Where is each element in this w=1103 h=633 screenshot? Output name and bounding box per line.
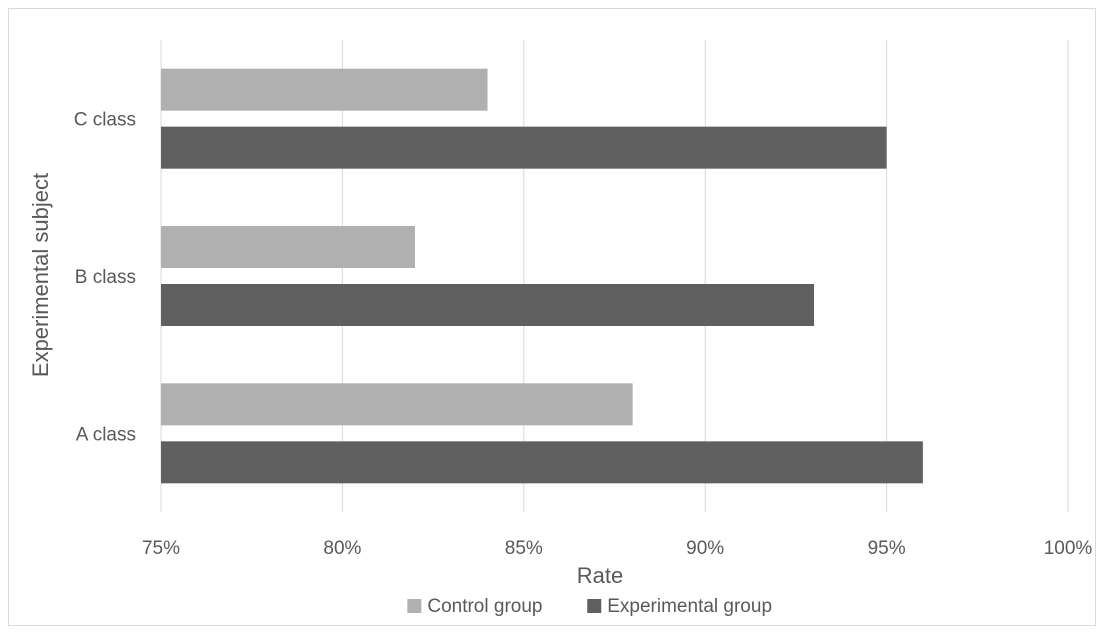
- legend-swatch: [407, 599, 422, 613]
- bar-experimental-group-c-class: [161, 126, 887, 169]
- bar-control-group-b-class: [161, 226, 415, 268]
- legend: Control group Experimental group: [407, 596, 772, 617]
- y-axis-title: Experimental subject: [28, 173, 53, 377]
- x-tick-label: 75%: [142, 538, 180, 559]
- bar-control-group-a-class: [161, 383, 633, 426]
- x-tick-labels: 75% 80% 85% 90% 95% 100%: [142, 538, 1092, 559]
- x-tick-label: 95%: [868, 538, 906, 559]
- x-tick-label: 85%: [505, 538, 543, 559]
- x-tick-label: 100%: [1044, 538, 1093, 559]
- y-tick-label: A class: [76, 424, 136, 445]
- bar-experimental-group-a-class: [161, 441, 923, 484]
- y-tick-labels: A class B class C class: [74, 110, 136, 446]
- bars: [161, 68, 923, 484]
- gridlines: [160, 40, 1069, 512]
- x-tick-label: 80%: [323, 538, 361, 559]
- bar-control-group-c-class: [161, 68, 488, 111]
- y-tick-label: B class: [75, 267, 136, 288]
- x-tick-label: 90%: [686, 538, 724, 559]
- legend-label: Control group: [427, 596, 542, 617]
- y-tick-label: C class: [74, 110, 136, 131]
- legend-label: Experimental group: [607, 596, 772, 617]
- bar-experimental-group-b-class: [161, 284, 815, 326]
- x-axis-title: Rate: [577, 563, 623, 588]
- legend-swatch: [587, 599, 602, 613]
